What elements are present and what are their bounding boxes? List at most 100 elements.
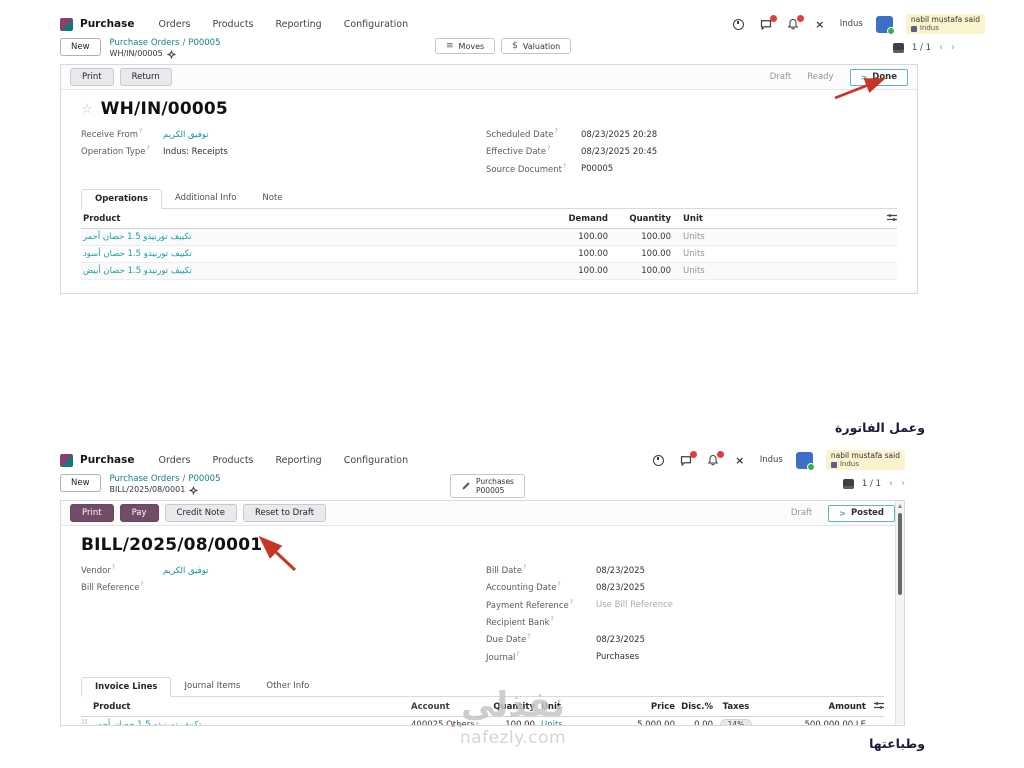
column-settings-icon[interactable]	[866, 701, 884, 713]
new-button[interactable]: New	[60, 38, 101, 56]
stage-posted-active[interactable]: > Posted	[828, 504, 895, 522]
moves-button[interactable]: ≡ Moves	[435, 38, 496, 54]
actions-icon[interactable]	[842, 478, 854, 489]
app-name[interactable]: Purchase	[80, 454, 135, 466]
menu-products[interactable]: Products	[212, 454, 254, 466]
receipt-tabs: Operations Additional Info Note	[81, 188, 897, 209]
avatar[interactable]	[795, 451, 815, 471]
col-product[interactable]: Product	[83, 213, 121, 224]
breadcrumb-purchase-orders[interactable]: Purchase Orders	[109, 474, 180, 484]
stage-draft[interactable]: Draft	[769, 72, 792, 82]
breadcrumb-po-ref[interactable]: P00005	[188, 38, 221, 48]
table-row[interactable]: تكييف تورنيدو 1.5 حصان أحمر 100.00 100.0…	[81, 228, 897, 246]
col-unit[interactable]: Unit	[541, 701, 561, 712]
reset-to-draft-button[interactable]: Reset to Draft	[242, 504, 327, 522]
vendor-value[interactable]: توفيق الكريم	[163, 565, 209, 576]
company-name[interactable]: Indus	[839, 19, 863, 29]
accounting-date-value[interactable]: 08/23/2025	[596, 583, 645, 594]
drag-handle-icon[interactable]	[81, 718, 93, 725]
product-link[interactable]: تكييف تورنيدو 1.5 حصان أحمر	[83, 231, 192, 242]
menu-orders[interactable]: Orders	[158, 18, 191, 30]
user-menu[interactable]: nabil mustafa said Indus	[825, 449, 905, 471]
tab-note[interactable]: Note	[262, 192, 283, 203]
operation-type-value[interactable]: Indus: Receipts	[163, 147, 228, 158]
col-quantity[interactable]: Quantity	[629, 213, 671, 224]
col-demand[interactable]: Demand	[568, 213, 608, 224]
menu-reporting[interactable]: Reporting	[275, 454, 322, 466]
due-date-value[interactable]: 08/23/2025	[596, 635, 645, 646]
invoice-line-row[interactable]: تكييف تورنيدو 1.5 حصان أحمر 400025 Other…	[81, 717, 884, 726]
tab-operations[interactable]: Operations	[81, 188, 162, 209]
actions-icon[interactable]	[892, 42, 904, 53]
receive-from-value[interactable]: توفيق الكريم	[163, 129, 209, 140]
valuation-button[interactable]: $ Valuation	[501, 38, 572, 54]
return-button[interactable]: Return	[119, 68, 172, 86]
shortcuts-icon[interactable]: ×	[815, 17, 825, 31]
scheduled-date-value[interactable]: 08/23/2025 20:28	[581, 129, 658, 140]
apps-grid-icon[interactable]	[60, 453, 73, 467]
product-link[interactable]: تكييف تورنيدو 1.5 حصان أسود	[83, 248, 192, 259]
app-name[interactable]: Purchase	[80, 18, 135, 30]
tab-invoice-lines[interactable]: Invoice Lines	[81, 676, 172, 697]
print-button[interactable]: Print	[70, 504, 114, 522]
messages-icon[interactable]	[759, 14, 777, 31]
menu-orders[interactable]: Orders	[158, 454, 191, 466]
unit-link[interactable]: Units	[541, 719, 563, 726]
payment-reference-input[interactable]: Use Bill Reference	[596, 600, 674, 611]
company-name[interactable]: Indus	[759, 455, 783, 465]
scroll-up-icon[interactable]	[897, 504, 902, 508]
scrollbar-thumb[interactable]	[897, 513, 902, 595]
journal-value[interactable]: Purchases	[596, 652, 640, 663]
pager-next-icon[interactable]: ›	[951, 42, 955, 53]
pager-prev-icon[interactable]: ‹	[939, 42, 943, 53]
menu-reporting[interactable]: Reporting	[275, 18, 322, 30]
gear-icon[interactable]	[167, 50, 176, 59]
tab-other-info[interactable]: Other Info	[266, 680, 310, 691]
menu-products[interactable]: Products	[212, 18, 254, 30]
menu-configuration[interactable]: Configuration	[343, 454, 409, 466]
product-link[interactable]: تكييف تورنيدو 1.5 حصان أبيض	[83, 265, 192, 276]
shortcuts-icon[interactable]: ×	[735, 453, 745, 467]
col-unit[interactable]: Unit	[683, 213, 703, 224]
stage-draft[interactable]: Draft	[790, 508, 813, 518]
col-product[interactable]: Product	[93, 701, 131, 712]
pager-prev-icon[interactable]: ‹	[889, 478, 893, 489]
purchases-smart-button[interactable]: Purchases P00005	[450, 474, 525, 498]
online-status-dot	[806, 462, 815, 471]
col-taxes[interactable]: Taxes	[722, 701, 750, 712]
breadcrumb-po-ref[interactable]: P00005	[188, 474, 221, 484]
new-button[interactable]: New	[60, 474, 101, 492]
tab-journal-items[interactable]: Journal Items	[184, 680, 241, 691]
apps-grid-icon[interactable]	[60, 17, 73, 31]
table-row[interactable]: تكييف تورنيدو 1.5 حصان أسود 100.00 100.0…	[81, 246, 897, 263]
vertical-scrollbar[interactable]	[895, 501, 904, 725]
notifications-icon[interactable]	[786, 14, 804, 31]
breadcrumb-purchase-orders[interactable]: Purchase Orders	[109, 38, 180, 48]
effective-date-value[interactable]: 08/23/2025 20:45	[581, 147, 658, 158]
bill-date-value[interactable]: 08/23/2025	[596, 565, 645, 576]
activity-clock-icon[interactable]	[652, 454, 666, 467]
col-quantity[interactable]: Quantity	[493, 701, 535, 712]
notifications-icon[interactable]	[706, 450, 724, 467]
column-settings-icon[interactable]	[873, 213, 897, 225]
avatar[interactable]	[875, 15, 895, 35]
menu-configuration[interactable]: Configuration	[343, 18, 409, 30]
gear-icon[interactable]	[189, 486, 198, 495]
col-amount[interactable]: Amount	[828, 701, 866, 712]
table-row[interactable]: تكييف تورنيدو 1.5 حصان أبيض 100.00 100.0…	[81, 262, 897, 280]
col-price[interactable]: Price	[650, 701, 675, 712]
credit-note-button[interactable]: Credit Note	[164, 504, 237, 522]
pay-button[interactable]: Pay	[119, 504, 159, 522]
messages-icon[interactable]	[679, 450, 697, 467]
col-account[interactable]: Account	[411, 701, 450, 712]
favorite-star-icon[interactable]: ☆	[81, 101, 93, 117]
product-link[interactable]: تكييف تورنيدو 1.5 حصان أحمر	[93, 719, 202, 726]
activity-clock-icon[interactable]	[732, 18, 746, 31]
col-disc[interactable]: Disc.%	[681, 701, 713, 712]
tab-additional-info[interactable]: Additional Info	[174, 192, 237, 203]
stage-ready[interactable]: Ready	[807, 72, 834, 82]
print-button[interactable]: Print	[70, 68, 114, 86]
pager-next-icon[interactable]: ›	[901, 478, 905, 489]
user-menu[interactable]: nabil mustafa said Indus	[905, 13, 985, 35]
source-document-value[interactable]: P00005	[581, 164, 614, 175]
